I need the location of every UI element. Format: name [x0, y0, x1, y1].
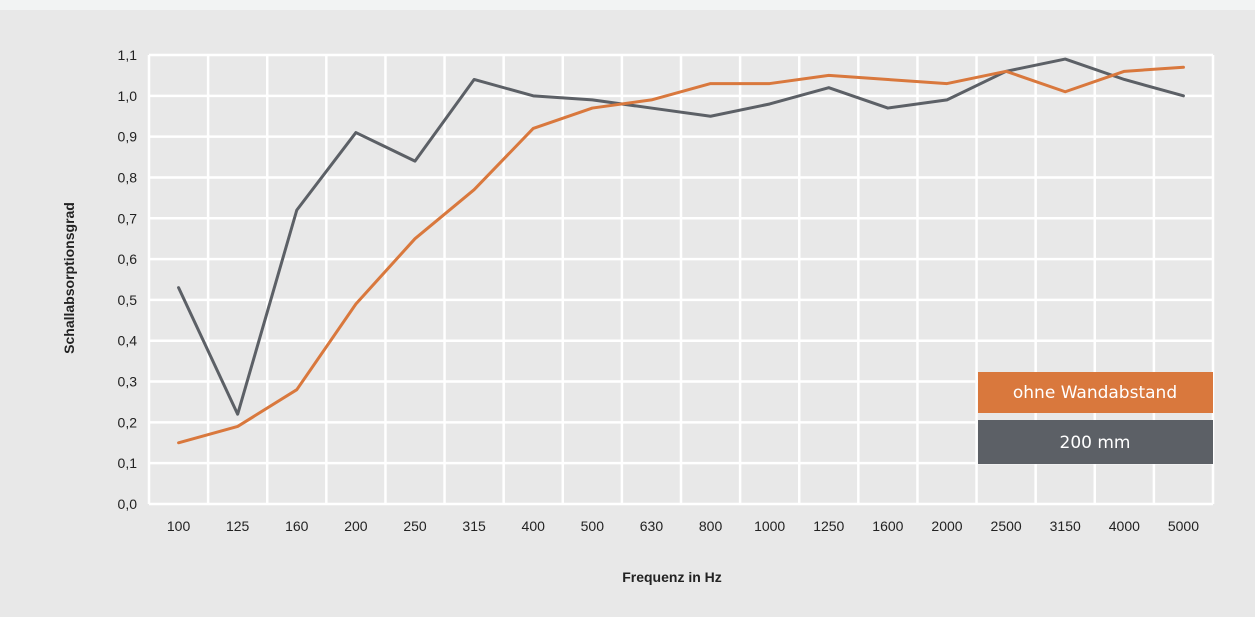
y-tick-label: 0,9: [118, 129, 138, 145]
x-tick-label: 160: [285, 518, 309, 534]
legend-swatch-ohne-wandabstand: [978, 372, 1213, 413]
y-tick-labels: 0,0 0,1 0,2 0,3 0,4 0,5 0,6 0,7 0,8 0,9 1,0 1,1: [118, 47, 138, 512]
y-tick-label: 0,1: [118, 455, 138, 471]
x-tick-label: 1000: [754, 518, 785, 534]
x-tick-label: 800: [699, 518, 723, 534]
grid: [147, 53, 1215, 506]
x-tick-labels: 100 125 160 200 250 315 400 500 630 800 1000 1250 16…: [167, 518, 1199, 534]
x-tick-label: 4000: [1109, 518, 1140, 534]
x-tick-label: 400: [522, 518, 546, 534]
x-tick-label: 100: [167, 518, 191, 534]
x-tick-label: 630: [640, 518, 664, 534]
y-tick-label: 1,0: [118, 88, 138, 104]
x-tick-label: 3150: [1050, 518, 1081, 534]
y-tick-label: 0,3: [118, 374, 138, 390]
x-tick-label: 1600: [872, 518, 903, 534]
series-lines: [177, 57, 1185, 445]
x-tick-label: 2000: [931, 518, 962, 534]
y-tick-label: 0,7: [118, 210, 138, 226]
legend: ohne Wandabstand 200 mm: [978, 372, 1213, 464]
x-tick-label: 5000: [1168, 518, 1199, 534]
x-tick-label: 315: [462, 518, 486, 534]
legend-swatch-200-mm: [978, 420, 1213, 464]
y-axis-title: Schallabsorptionsgrad: [61, 202, 77, 354]
y-tick-label: 0,0: [118, 496, 138, 512]
y-tick-label: 0,4: [118, 333, 138, 349]
series-line-0: [177, 65, 1185, 445]
series-line-1: [177, 57, 1185, 416]
x-tick-label: 125: [226, 518, 250, 534]
y-tick-label: 1,1: [118, 47, 138, 63]
x-tick-label: 1250: [813, 518, 844, 534]
y-tick-label: 0,5: [118, 292, 138, 308]
x-tick-label: 200: [344, 518, 368, 534]
top-strip: [0, 0, 1255, 10]
y-tick-label: 0,2: [118, 414, 138, 430]
legend-label-ohne-wandabstand: ohne Wandabstand: [1013, 383, 1177, 403]
y-tick-label: 0,6: [118, 251, 138, 267]
legend-label-200-mm: 200 mm: [1060, 433, 1131, 453]
x-tick-label: 2500: [991, 518, 1022, 534]
x-tick-label: 250: [403, 518, 427, 534]
x-axis-title: Frequenz in Hz: [622, 569, 722, 585]
x-tick-label: 500: [581, 518, 605, 534]
y-tick-label: 0,8: [118, 169, 138, 185]
